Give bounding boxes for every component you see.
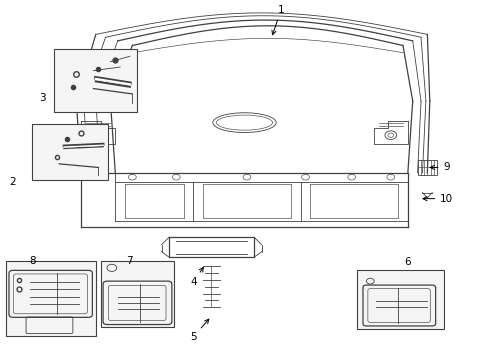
Text: 9: 9 <box>429 162 449 172</box>
Text: 8: 8 <box>29 256 36 266</box>
Text: 5: 5 <box>190 319 208 342</box>
Bar <box>54 49 137 112</box>
Text: 4: 4 <box>190 267 203 287</box>
Bar <box>356 270 444 329</box>
Bar <box>101 261 173 327</box>
Text: 2: 2 <box>10 177 16 187</box>
Bar <box>32 125 108 180</box>
Text: 10: 10 <box>422 194 452 204</box>
Bar <box>5 261 96 336</box>
Text: 7: 7 <box>126 256 133 266</box>
Text: 1: 1 <box>271 5 284 35</box>
Text: 6: 6 <box>404 257 410 267</box>
Text: 3: 3 <box>39 93 45 103</box>
